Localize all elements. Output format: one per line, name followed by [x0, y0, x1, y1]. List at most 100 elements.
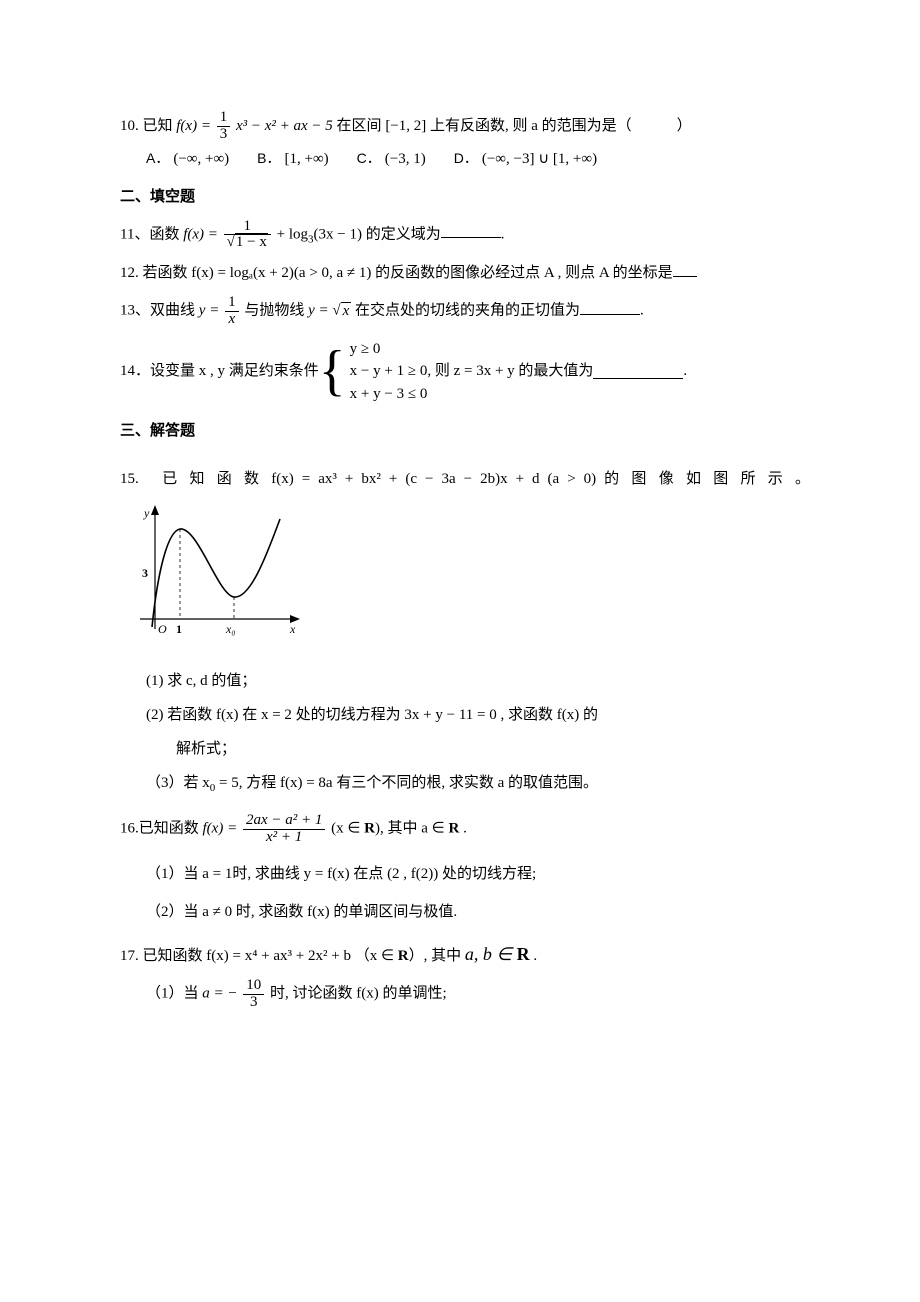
q13-frac-d: x — [225, 311, 239, 328]
q16-frac: 2ax − a² + 1 x² + 1 — [243, 813, 325, 846]
q11-plus: + log — [277, 226, 308, 242]
q11-frac-d: √1 − x — [224, 234, 271, 251]
q14-tail: . — [683, 359, 687, 383]
q10-frac: 1 3 — [217, 110, 231, 143]
q11-frac: 1 √1 − x — [224, 219, 271, 252]
q14-t2: , 则 z = 3x + y 的最大值为 — [427, 359, 593, 383]
q10-d-val: (−∞, −3] ∪ [1, +∞) — [482, 151, 597, 167]
q14-row1: y ≥ 0 — [350, 338, 428, 361]
q10-b-val: [1, +∞) — [284, 151, 328, 167]
q17-frac-d: 3 — [243, 994, 264, 1011]
q15-num: 15. — [120, 471, 139, 487]
q10-d-lbl: D． — [454, 150, 478, 166]
q16-R2: R — [449, 821, 460, 837]
q14-rows: y ≥ 0 x − y + 1 ≥ 0 x + y − 3 ≤ 0 — [350, 338, 428, 406]
q17-R1: R — [398, 948, 409, 964]
q13-num: 13、 — [120, 303, 150, 319]
q10-a-val: (−∞, +∞) — [173, 151, 229, 167]
q17-t1: 已知函数 f(x) = x⁴ + ax³ + 2x² + b （x ∈ — [139, 948, 398, 964]
q11: 11、函数 f(x) = 1 √1 − x + log3(3x − 1) 的定义… — [120, 219, 810, 252]
q11-frac-n: 1 — [224, 219, 271, 235]
q10-num: 10. — [120, 118, 139, 134]
q17-t2: ）, 其中 — [409, 948, 465, 964]
q14-system: { y ≥ 0 x − y + 1 ≥ 0 x + y − 3 ≤ 0 — [319, 338, 428, 406]
q16-part1: （1）当 a = 1时, 求曲线 y = f(x) 在点 (2 , f(2)) … — [146, 862, 810, 886]
q12-blank — [673, 261, 697, 277]
q15-figure: 3 y O 1 x₀ x — [130, 499, 810, 657]
brace-icon: { — [319, 346, 346, 396]
q12: 12. 若函数 f(x) = logₐ(x + 2)(a > 0, a ≠ 1)… — [120, 261, 810, 285]
q13-frac-n: 1 — [225, 295, 239, 311]
q16-t2: ), 其中 a ∈ — [375, 821, 448, 837]
fig-label-O: O — [158, 622, 167, 636]
q11-t1: 函数 — [149, 226, 183, 242]
q13-t3: 在交点处的切线的夹角的正切值为 — [355, 303, 580, 319]
q11-sqrt-rad: 1 − x — [235, 233, 268, 250]
q17-part1: （1）当 a = − 10 3 时, 讨论函数 f(x) 的单调性; — [146, 978, 810, 1011]
q11-fx: f(x) = — [183, 226, 221, 242]
q10-poly: x³ − x² + ax − 5 — [236, 118, 333, 134]
q16-part2: （2）当 a ≠ 0 时, 求函数 f(x) 的单调区间与极值. — [146, 900, 810, 924]
q13-sqrt-rad: x — [341, 302, 352, 319]
q17-tail: . — [530, 948, 538, 964]
q10-frac-n: 1 — [217, 110, 231, 126]
q10-int: [−1, 2] — [385, 118, 426, 134]
q11-num: 11、 — [120, 226, 149, 242]
q16-num: 16. — [120, 821, 139, 837]
page: 10. 已知 f(x) = 1 3 x³ − x² + ax − 5 在区间 [… — [0, 0, 920, 1302]
q10-options: A．(−∞, +∞) B．[1, +∞) C．(−3, 1) D．(−∞, −3… — [146, 147, 810, 171]
q14-row2: x − y + 1 ≥ 0 — [350, 360, 428, 383]
q14: 14． 设变量 x , y 满足约束条件 { y ≥ 0 x − y + 1 ≥… — [120, 338, 810, 406]
q17-R2: R — [517, 944, 530, 964]
q11-t2: 的定义域为 — [366, 226, 441, 242]
q10-a-lbl: A． — [146, 150, 169, 166]
q16-tail: . — [459, 821, 467, 837]
q15-p3-b: = 5, 方程 f(x) = 8a 有三个不同的根, 求实数 a 的取值范围。 — [215, 775, 598, 791]
q14-blank — [593, 363, 683, 379]
q10-c-val: (−3, 1) — [385, 151, 426, 167]
q16-frac-n: 2ax − a² + 1 — [243, 813, 325, 829]
q15-part2: (2) 若函数 f(x) 在 x = 2 处的切线方程为 3x + y − 11… — [146, 703, 810, 727]
q10-opt-c: C．(−3, 1) — [357, 147, 426, 171]
q10-frac-d: 3 — [217, 126, 231, 143]
q12-num: 12. — [120, 265, 139, 281]
q10-fx: f(x) = — [176, 118, 214, 134]
q10-c-lbl: C． — [357, 150, 381, 166]
q11-log-arg: (3x − 1) — [314, 226, 362, 242]
section-3-heading: 三、解答题 — [120, 419, 810, 443]
fig-tick-1: 1 — [176, 622, 182, 636]
q13-frac: 1 x — [225, 295, 239, 328]
q14-t1: 设变量 x , y 满足约束条件 — [150, 359, 319, 383]
q11-blank — [441, 222, 501, 238]
fig-label-y: y — [143, 506, 150, 520]
q17-num: 17. — [120, 948, 139, 964]
q13-tail: . — [640, 303, 644, 319]
q17-frac: 10 3 — [243, 978, 264, 1011]
q10-b-lbl: B． — [257, 150, 280, 166]
q17-aeq: a = − — [202, 986, 237, 1002]
q17-ab: a, b ∈ — [465, 944, 517, 964]
q15-part2b: 解析式； — [176, 737, 810, 761]
q13-t1: 双曲线 — [150, 303, 199, 319]
q10-t1: 已知 — [139, 118, 177, 134]
q17-p1-a: （1）当 — [146, 986, 202, 1002]
q16: 16.已知函数 f(x) = 2ax − a² + 1 x² + 1 (x ∈ … — [120, 813, 810, 924]
fig-tick-3: 3 — [142, 566, 148, 580]
q10-t2: 在区间 — [337, 118, 386, 134]
q16-inR: (x ∈ — [331, 821, 364, 837]
q11-sqrt-sym: √ — [227, 234, 235, 250]
q16-t1: 已知函数 — [139, 821, 203, 837]
q10-opt-d: D．(−∞, −3] ∪ [1, +∞) — [454, 147, 597, 171]
q13-y2: y = — [308, 303, 332, 319]
q15-text: 已 知 函 数 f(x) = ax³ + bx² + (c − 3a − 2b)… — [162, 471, 810, 487]
q10-opt-a: A．(−∞, +∞) — [146, 147, 229, 171]
q17-frac-n: 10 — [243, 978, 264, 994]
q10-opt-b: B．[1, +∞) — [257, 147, 329, 171]
q13-t2: 与抛物线 — [244, 303, 308, 319]
q13-yeq: y = — [199, 303, 223, 319]
q14-row3: x + y − 3 ≤ 0 — [350, 383, 428, 406]
q13-blank — [580, 299, 640, 315]
fig-tick-x0: x₀ — [225, 622, 236, 636]
q17-p1-b: 时, 讨论函数 f(x) 的单调性; — [270, 986, 447, 1002]
cubic-graph-icon: 3 y O 1 x₀ x — [130, 499, 310, 649]
